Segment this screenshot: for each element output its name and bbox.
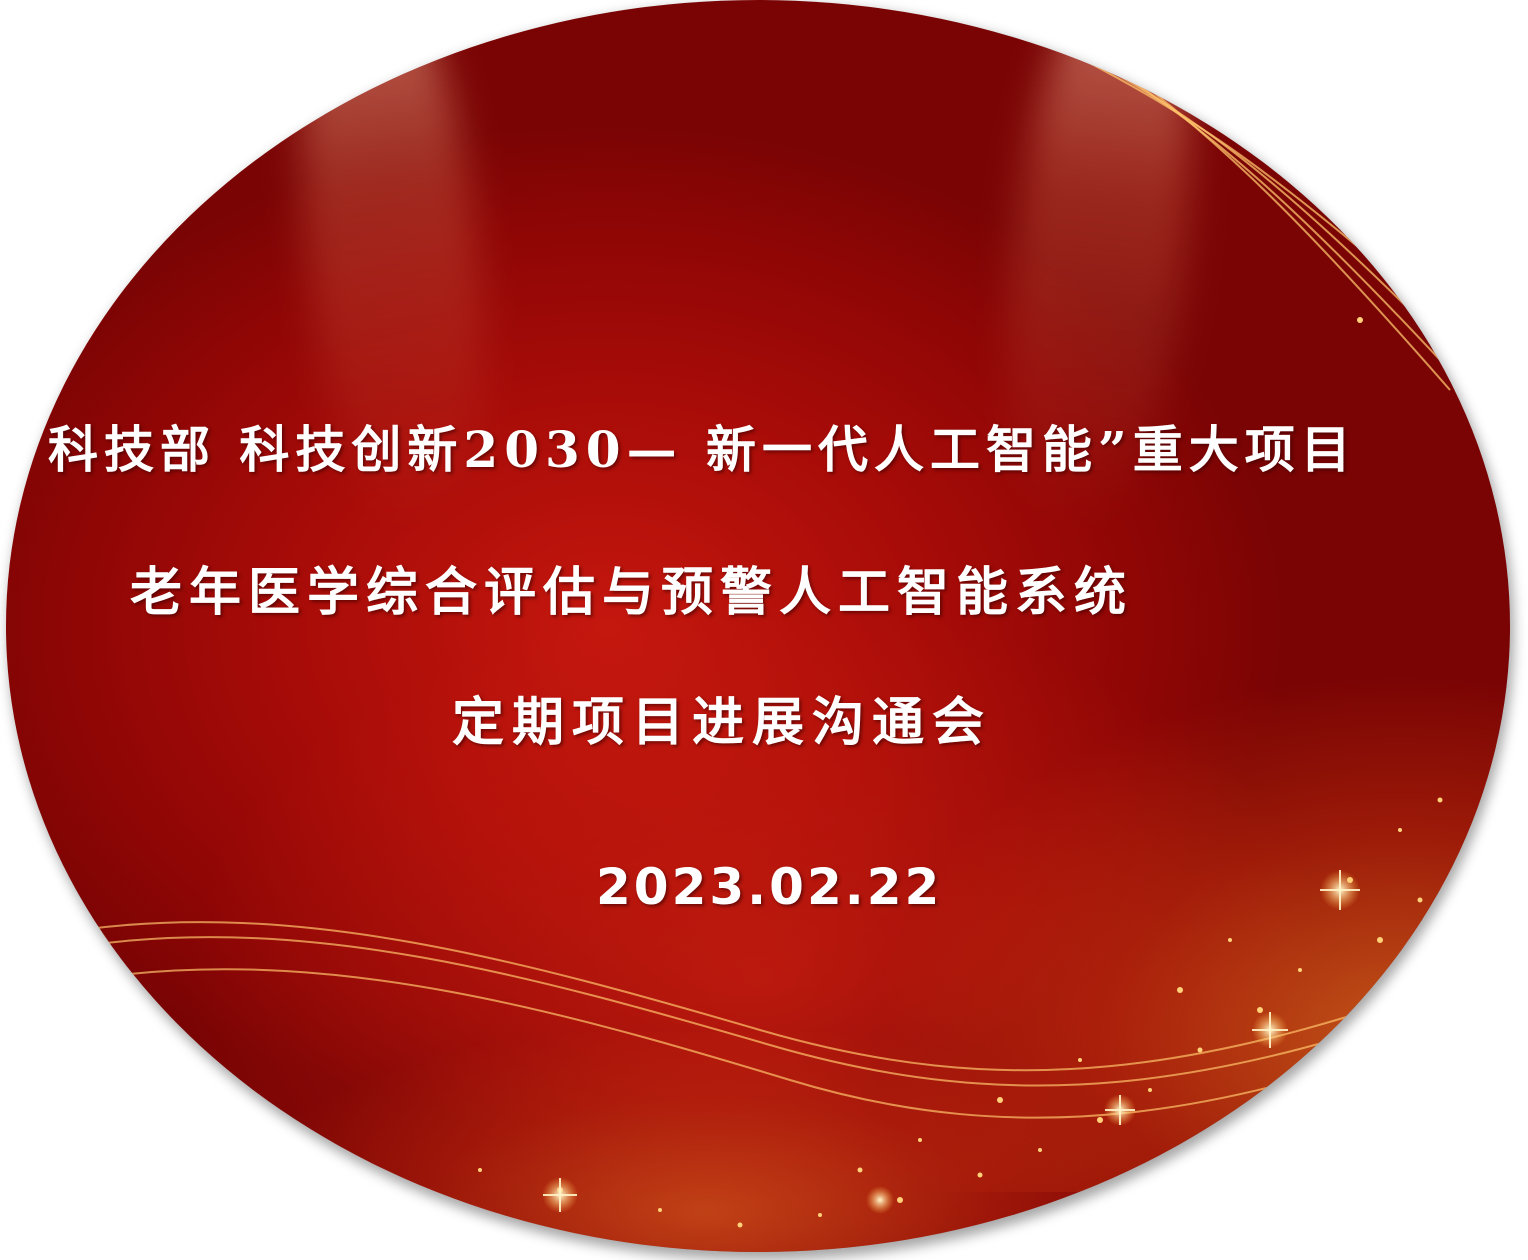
- sparkle-star-icon: [542, 870, 1360, 1214]
- golden-glow-bottom: [256, 1032, 1156, 1252]
- sparkle-cross-icon: [543, 870, 1360, 1212]
- meeting-date: 2023.02.22: [596, 858, 943, 916]
- golden-glow-right: [870, 672, 1510, 1192]
- meeting-title: 定期项目进展沟通会: [452, 692, 993, 753]
- gold-wave-lines-top-icon: [1079, 57, 1451, 391]
- project-heading: 科技部 科技创新2030— 新一代人工智能”重大项目: [48, 420, 1357, 479]
- project-name: 老年医学综合评估与预警人工智能系统: [130, 562, 1134, 623]
- gold-wave-lines-bottom-icon: [79, 921, 1510, 1119]
